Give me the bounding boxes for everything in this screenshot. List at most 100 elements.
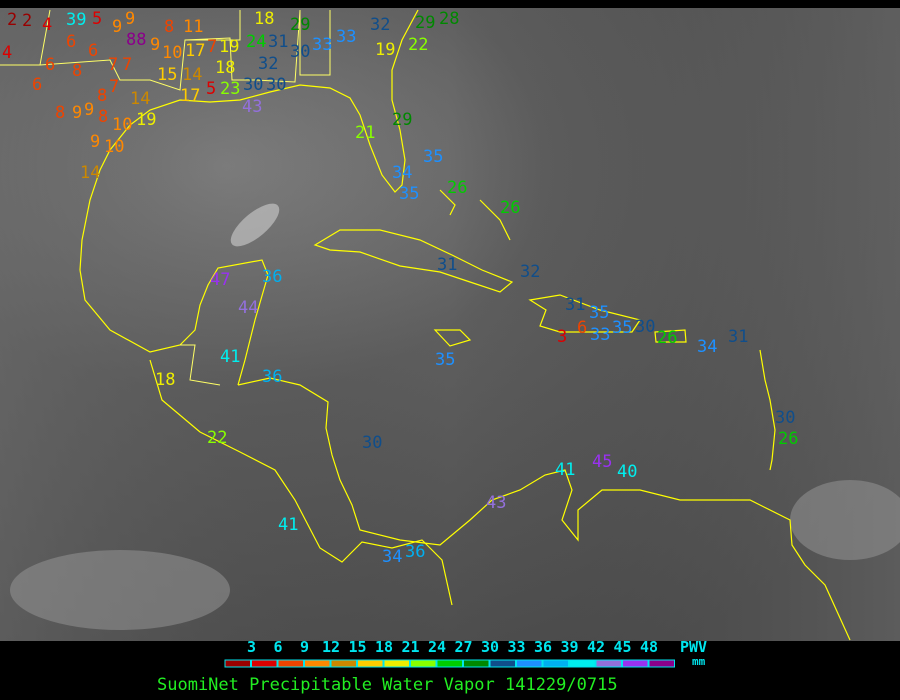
cloud-patch [790,480,900,560]
pwv-color-legend: 3 6 9 12 15 18 21 24 27 30 33 36 39 42 45 48 [224,638,675,668]
station-pwv-value: 24 [246,32,266,52]
station-pwv-value: 32 [370,15,390,35]
legend-tick-label: 15 [348,638,366,656]
station-pwv-value: 8 [98,107,108,127]
cloud-patch [10,550,230,630]
station-pwv-value: 32 [258,54,278,74]
station-pwv-value: 9 [84,100,94,120]
station-pwv-value: 26 [500,198,520,218]
station-pwv-value: 41 [278,515,298,535]
station-pwv-value: 10 [162,43,182,63]
station-pwv-value: 41 [555,460,575,480]
station-pwv-value: 44 [238,298,258,318]
station-pwv-value: 4 [2,43,12,63]
legend-swatch [463,659,490,668]
legend-swatch [648,659,675,668]
legend-swatch [277,659,304,668]
station-pwv-value: 30 [243,75,263,95]
station-pwv-value: 29 [415,13,435,33]
station-pwv-value: 8 [164,17,174,37]
station-pwv-value: 30 [290,42,310,62]
station-pwv-value: 47 [210,270,230,290]
station-pwv-value: 6 [88,41,98,61]
station-pwv-value: 23 [220,79,240,99]
station-pwv-value: 8 [55,103,65,123]
station-pwv-value: 9 [72,103,82,123]
station-pwv-value: 6 [32,75,42,95]
station-pwv-value: 15 [157,65,177,85]
station-pwv-value: 17 [180,86,200,106]
station-pwv-value: 28 [439,9,459,29]
station-pwv-value: 26 [447,178,467,198]
station-pwv-value: 31 [728,327,748,347]
station-pwv-value: 5 [92,9,102,29]
legend-tick-label: 18 [375,638,393,656]
station-pwv-value: 30 [266,75,286,95]
station-pwv-value: 21 [355,123,375,143]
legend-tick-label: 6 [273,638,282,656]
legend-swatch [542,659,569,668]
legend-swatch [489,659,516,668]
station-pwv-value: 6 [66,32,76,52]
station-pwv-value: 17 [185,41,205,61]
legend-tick-label: 3 [247,638,256,656]
station-pwv-value: 36 [405,542,425,562]
station-pwv-value: 39 [66,10,86,30]
legend-swatch [622,659,649,668]
station-pwv-value: 19 [219,37,239,57]
legend-tick-label: 48 [640,638,658,656]
legend-tick-label: 24 [428,638,446,656]
station-pwv-value: 9 [112,17,122,37]
station-pwv-value: 18 [254,9,274,29]
legend-tick-label: 9 [300,638,309,656]
legend-swatch [383,659,410,668]
station-pwv-value: 8 [97,86,107,106]
legend-swatch [251,659,278,668]
cloud-patch [230,203,280,247]
legend-tick-label: 12 [322,638,340,656]
station-pwv-value: 34 [392,163,412,183]
station-pwv-value: 11 [183,17,203,37]
legend-swatch [224,659,251,668]
station-pwv-value: 40 [617,462,637,482]
station-pwv-value: 26 [778,429,798,449]
legend-tick-label: 30 [481,638,499,656]
station-pwv-value: 2 [7,10,17,30]
legend-tick-label: 39 [560,638,578,656]
legend-tick-label: 36 [534,638,552,656]
legend-swatch [410,659,437,668]
station-pwv-value: 35 [435,350,455,370]
station-pwv-value: 14 [130,89,150,109]
station-pwv-value: 33 [590,325,610,345]
station-pwv-value: 34 [382,547,402,567]
station-pwv-value: 31 [437,255,457,275]
station-pwv-value: 19 [375,40,395,60]
station-pwv-value: 34 [697,337,717,357]
station-pwv-value: 2 [22,11,32,31]
station-pwv-value: 36 [262,367,282,387]
station-pwv-value: 30 [362,433,382,453]
station-pwv-value: 35 [612,318,632,338]
station-pwv-value: 7 [108,55,118,75]
station-pwv-value: 35 [589,303,609,323]
station-pwv-value: 41 [220,347,240,367]
station-pwv-value: 36 [262,267,282,287]
station-pwv-value: 18 [215,58,235,78]
legend-swatch [357,659,384,668]
station-pwv-value: 32 [520,262,540,282]
coastlines [0,9,851,641]
legend-tick-label: 42 [587,638,605,656]
legend-swatch [516,659,543,668]
station-pwv-value: 35 [423,147,443,167]
legend-tick-label: 27 [454,638,472,656]
legend-unit: mm [692,655,706,668]
station-pwv-value: 30 [635,317,655,337]
station-pwv-value: 14 [80,163,100,183]
station-pwv-value: 22 [207,428,227,448]
station-pwv-value: 5 [206,79,216,99]
imagery-shading [0,8,900,641]
station-pwv-value: 10 [104,137,124,157]
